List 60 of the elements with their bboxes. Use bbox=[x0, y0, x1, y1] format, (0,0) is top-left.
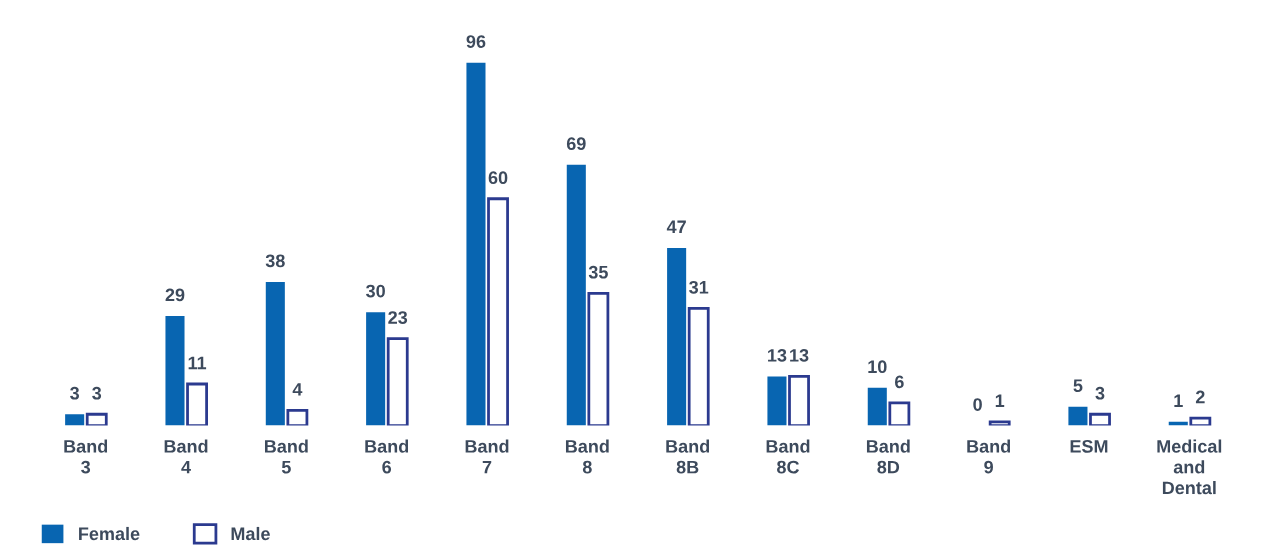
legend-label: Male bbox=[231, 526, 270, 541]
data-label: 38 bbox=[265, 254, 285, 268]
data-label: 11 bbox=[188, 356, 207, 370]
data-label: 69 bbox=[566, 137, 586, 151]
bar bbox=[85, 412, 108, 426]
x-tick-label: Band 8 bbox=[565, 439, 609, 474]
data-label: 2 bbox=[1195, 390, 1205, 404]
data-label: 30 bbox=[366, 284, 385, 298]
x-tick-label: Band 4 bbox=[164, 439, 208, 474]
x-tick-label: Band 8D bbox=[866, 439, 910, 474]
data-label: 6 bbox=[895, 375, 904, 389]
data-label: 3 bbox=[92, 386, 102, 400]
data-label: 5 bbox=[1073, 379, 1083, 393]
bar bbox=[988, 420, 1011, 426]
data-label: 13 bbox=[790, 348, 809, 362]
bar bbox=[265, 281, 285, 426]
bar bbox=[1068, 406, 1088, 426]
bar bbox=[1189, 416, 1212, 426]
data-label: 47 bbox=[666, 220, 686, 234]
data-label: 0 bbox=[973, 398, 982, 411]
data-label: 13 bbox=[768, 348, 787, 362]
data-label: 3 bbox=[1095, 386, 1105, 400]
bar bbox=[867, 387, 887, 426]
data-label: 10 bbox=[868, 360, 887, 374]
bar bbox=[286, 409, 309, 426]
bar bbox=[687, 307, 710, 426]
data-label: 3 bbox=[70, 386, 80, 400]
data-label: 96 bbox=[466, 35, 486, 48]
data-label: 1 bbox=[1174, 394, 1183, 407]
x-tick-label: Band 8B bbox=[666, 439, 710, 474]
data-label: 35 bbox=[588, 265, 608, 279]
bar bbox=[767, 376, 787, 426]
x-tick-label: Band 5 bbox=[264, 439, 308, 474]
bar bbox=[888, 401, 911, 426]
x-tick-label: Band 3 bbox=[64, 439, 108, 474]
bar bbox=[65, 414, 85, 426]
x-tick-label: Band 6 bbox=[365, 439, 409, 474]
data-label: 23 bbox=[388, 311, 408, 324]
data-label: 1 bbox=[995, 394, 1005, 407]
x-tick-label: Band 7 bbox=[465, 439, 509, 474]
data-label: 4 bbox=[292, 383, 303, 396]
data-label: 31 bbox=[689, 280, 709, 294]
bar bbox=[386, 337, 409, 426]
x-tick-label: Band 9 bbox=[967, 439, 1011, 474]
data-label: 29 bbox=[165, 288, 185, 302]
bar bbox=[1089, 412, 1111, 426]
bar bbox=[165, 315, 185, 426]
legend-label: Female bbox=[79, 526, 140, 541]
x-tick-label: Medical and Dental bbox=[1157, 439, 1222, 495]
data-label: 60 bbox=[488, 171, 508, 185]
bar bbox=[186, 382, 208, 426]
bar bbox=[788, 375, 810, 426]
bar bbox=[587, 291, 610, 426]
bar bbox=[667, 247, 687, 426]
bar bbox=[466, 62, 486, 426]
x-tick-label: Band 8C bbox=[766, 439, 810, 474]
bar bbox=[487, 197, 509, 426]
x-tick-label: ESM bbox=[1070, 439, 1108, 453]
bar bbox=[566, 164, 586, 426]
bar bbox=[366, 312, 386, 426]
